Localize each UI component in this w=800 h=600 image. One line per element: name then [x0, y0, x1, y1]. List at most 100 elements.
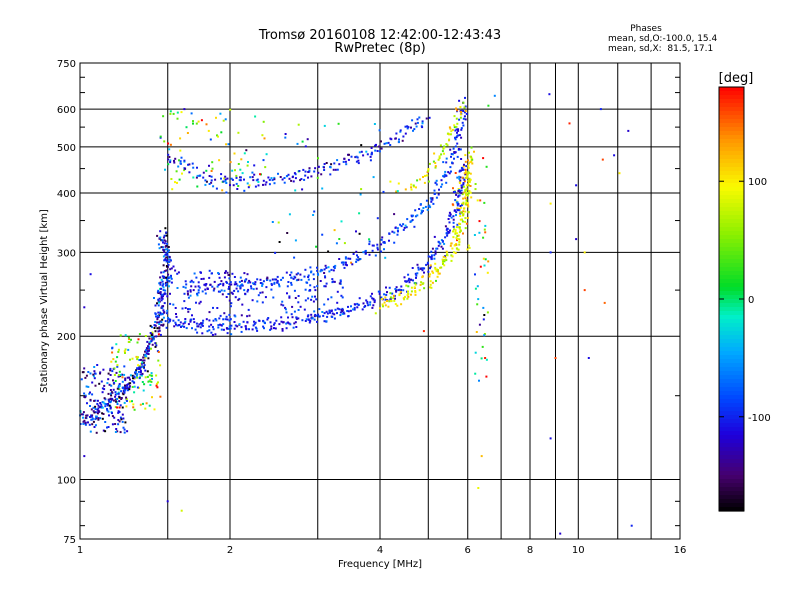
echo-point — [211, 334, 214, 336]
echo-point — [402, 228, 405, 231]
echo-point — [162, 115, 165, 118]
echo-point — [345, 163, 348, 166]
echo-point — [278, 323, 281, 326]
echo-point — [224, 175, 227, 178]
echo-point — [222, 318, 225, 321]
echo-point — [383, 248, 385, 251]
echo-point — [163, 276, 166, 279]
echo-point — [478, 323, 481, 326]
echo-point — [333, 162, 336, 165]
echo-point — [310, 271, 312, 274]
echo-point — [146, 370, 149, 373]
echo-point — [239, 176, 242, 179]
echo-point — [465, 222, 468, 225]
isolated-echo-point — [548, 93, 551, 96]
echo-point — [314, 295, 316, 298]
echo-point — [452, 251, 455, 254]
echo-point — [434, 250, 437, 253]
echo-point — [204, 283, 207, 286]
isolated-echo-point — [477, 487, 480, 489]
echo-point — [158, 247, 161, 250]
echo-point — [308, 321, 311, 324]
echo-point — [333, 280, 336, 283]
echo-point — [214, 178, 217, 181]
phase-heading: Phases — [630, 24, 662, 34]
echo-point — [317, 157, 319, 160]
echo-point — [230, 333, 233, 336]
echo-point — [251, 176, 254, 179]
echo-point — [421, 209, 424, 212]
echo-point — [84, 422, 87, 425]
echo-point — [291, 176, 294, 179]
echo-point — [157, 292, 160, 294]
echo-point — [448, 172, 451, 175]
echo-point — [467, 205, 470, 208]
colorbar-band — [719, 155, 744, 160]
echo-point — [458, 222, 461, 225]
echo-point — [447, 218, 450, 220]
echo-point — [357, 159, 360, 162]
echo-point — [163, 242, 166, 245]
echo-point — [282, 304, 285, 307]
echo-point — [251, 299, 254, 302]
echo-point — [388, 286, 391, 289]
echo-point — [250, 285, 252, 288]
echo-point — [174, 181, 176, 184]
echo-point — [169, 268, 172, 271]
echo-point — [299, 179, 302, 182]
echo-point — [228, 277, 231, 280]
echo-point — [94, 399, 97, 402]
echo-point — [126, 376, 129, 379]
echo-point — [333, 229, 336, 232]
echo-point — [167, 321, 170, 324]
echo-point — [294, 189, 297, 192]
echo-point — [329, 166, 332, 169]
colorbar-band — [719, 355, 744, 360]
echo-point — [307, 314, 310, 317]
echo-point — [176, 181, 178, 184]
echo-point — [186, 290, 189, 293]
echo-point — [324, 275, 326, 278]
echo-point — [142, 402, 144, 405]
echo-point — [400, 289, 402, 292]
echo-point — [223, 289, 226, 292]
echo-point — [98, 382, 101, 385]
echo-point — [95, 415, 98, 418]
echo-point — [207, 129, 210, 132]
echo-point — [471, 158, 474, 161]
echo-point — [187, 163, 189, 166]
echo-point — [306, 315, 309, 318]
echo-point — [309, 266, 312, 269]
echo-point — [124, 389, 127, 392]
echo-point — [406, 297, 409, 300]
echo-point — [455, 107, 457, 110]
echo-point — [314, 167, 317, 170]
echo-point — [116, 430, 119, 433]
colorbar-band — [719, 163, 744, 168]
echo-point — [259, 173, 262, 176]
echo-point — [355, 250, 358, 253]
echo-point — [162, 264, 165, 267]
colorbar-band — [719, 499, 744, 504]
colorbar-band — [719, 143, 744, 148]
echo-point — [456, 239, 458, 242]
echo-point — [256, 300, 259, 303]
echo-point — [397, 182, 400, 185]
colorbar-tick-label: 0 — [748, 295, 754, 306]
echo-point — [237, 131, 240, 134]
echo-point — [371, 297, 374, 300]
echo-point — [458, 175, 461, 178]
echo-point — [276, 280, 279, 282]
echo-point — [411, 267, 414, 269]
echo-point — [462, 101, 465, 104]
echo-point — [385, 142, 388, 145]
echo-point — [174, 269, 177, 272]
echo-point — [461, 220, 464, 223]
echo-point — [217, 324, 220, 327]
echo-point — [456, 235, 459, 237]
echo-point — [386, 300, 388, 302]
colorbar-band — [719, 231, 744, 236]
echo-point — [428, 275, 431, 278]
echo-point — [230, 324, 233, 327]
echo-point — [262, 280, 265, 283]
